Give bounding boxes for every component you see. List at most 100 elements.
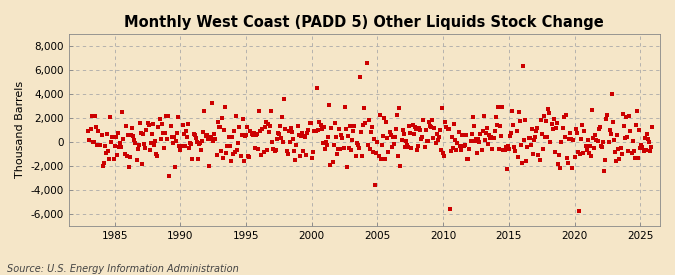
Point [159,145,169,150]
Point [268,147,279,151]
Point [210,137,221,141]
Point [495,123,506,128]
Point [509,144,520,149]
Point [164,174,175,178]
Point [439,154,450,158]
Point [280,127,291,131]
Point [340,127,351,131]
Point [166,135,177,139]
Point [526,127,537,131]
Point [175,148,186,152]
Point [516,143,526,147]
Point [169,165,180,169]
Point [612,133,623,138]
Point [247,133,258,137]
Point [380,157,391,161]
Point [117,109,128,114]
Point [374,113,385,117]
Point [610,150,620,154]
Point [449,122,460,127]
Point [312,86,323,90]
Point [379,116,389,120]
Point [545,140,556,144]
Point [624,114,634,119]
Point [611,159,622,164]
Point [549,150,560,154]
Point [638,148,649,153]
Point [428,136,439,140]
Point [583,151,594,155]
Point [284,139,295,144]
Point [128,134,138,138]
Point [150,139,161,143]
Point [289,148,300,153]
Point [467,115,478,119]
Point [124,164,134,169]
Point [522,145,533,149]
Point [319,125,329,130]
Point [286,126,296,130]
Point [122,154,132,158]
Point [105,115,115,119]
Point [138,131,148,136]
Point [238,159,249,164]
Point [641,132,652,137]
Point [308,150,319,154]
Point [143,123,154,127]
Point [504,147,514,152]
Point [382,136,393,140]
Point [520,118,531,123]
Point [636,143,647,147]
Point [405,131,416,135]
Point [213,125,224,130]
Point [644,139,655,144]
Point [245,129,256,133]
Point [328,143,339,147]
Point [466,132,477,136]
Point [84,138,95,142]
Point [389,134,400,139]
Point [586,153,597,158]
Point [119,151,130,156]
Point [359,106,370,110]
Point [618,112,628,116]
Point [269,149,280,153]
Point [85,127,96,131]
Point [547,127,558,131]
Point [548,116,559,121]
Point [423,139,433,144]
Point [452,141,463,145]
Point [603,140,614,144]
Point [634,128,645,132]
Point [96,133,107,137]
Point [250,133,261,137]
Point [639,135,650,140]
Point [590,133,601,138]
Point [230,149,240,154]
Point [132,147,143,151]
Point [192,156,203,161]
Point [93,128,104,133]
Point [314,120,325,124]
Point [324,103,335,107]
Point [539,114,549,118]
Point [627,139,638,143]
Point [171,131,182,135]
Point [416,136,427,141]
Point [543,106,554,111]
Point [595,144,606,148]
Point [551,126,562,131]
Point [456,133,467,137]
Point [635,145,646,150]
Point [398,132,409,136]
Point [136,131,146,136]
Point [159,131,170,135]
Point [505,134,516,138]
Point [266,109,277,113]
Point [205,136,215,141]
Point [460,143,470,147]
Point [263,122,273,127]
Point [120,124,131,129]
Point [461,133,472,137]
Point [412,148,423,152]
